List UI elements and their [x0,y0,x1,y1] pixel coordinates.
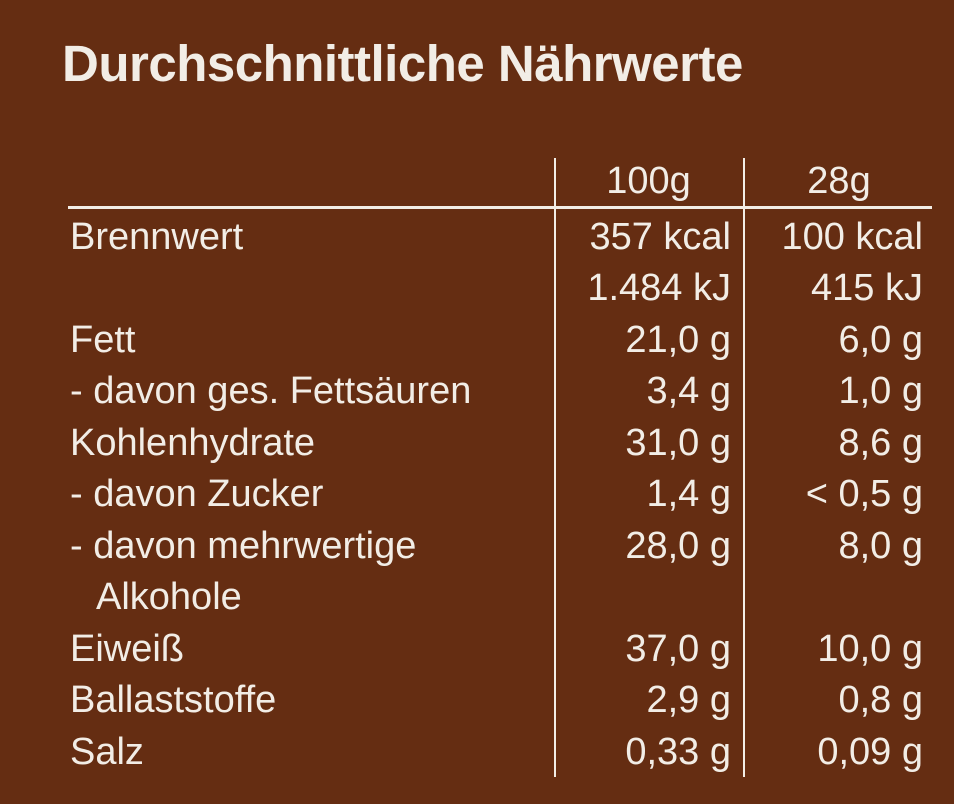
column-header-28g: 28g [807,159,871,202]
table-row: Eiweiß 37,0 g 10,0 g [70,623,937,675]
table-row: - davon mehrwertige 28,0 g 8,0 g [70,520,937,572]
value-28g: 0,09 g [817,730,923,773]
table-row: Alkohole [70,572,937,624]
table-row: - davon Zucker 1,4 g < 0,5 g [70,469,937,521]
table-row: - davon ges. Fettsäuren 3,4 g 1,0 g [70,366,937,418]
row-label: Fett [70,318,136,361]
nutrition-table: Brennwert 357 kcal 100 kcal 1.484 kJ 415… [70,211,937,778]
row-label: Brennwert [70,215,244,258]
value-100g: 1,4 g [646,473,731,516]
row-label: Salz [70,730,144,773]
row-label: - davon mehrwertige [70,524,417,567]
table-row: Salz 0,33 g 0,09 g [70,726,937,778]
value-100g: 28,0 g [625,524,731,567]
value-28g: 415 kJ [811,267,923,310]
value-100g: 0,33 g [625,730,731,773]
column-header-100g: 100g [606,159,691,202]
column-divider-2 [743,158,745,777]
value-100g: 3,4 g [646,370,731,413]
row-label: Alkohole [96,576,242,619]
table-row: Kohlenhydrate 31,0 g 8,6 g [70,417,937,469]
table-row: Fett 21,0 g 6,0 g [70,314,937,366]
value-28g: 8,0 g [838,524,923,567]
row-label: Kohlenhydrate [70,421,316,464]
row-label: Eiweiß [70,627,185,670]
value-28g: 10,0 g [817,627,923,670]
value-28g: < 0,5 g [805,473,923,516]
table-row: Ballaststoffe 2,9 g 0,8 g [70,675,937,727]
row-label: Ballaststoffe [70,679,277,722]
value-28g: 1,0 g [838,370,923,413]
row-label: - davon ges. Fettsäuren [70,370,472,413]
value-28g: 100 kcal [781,215,923,258]
value-28g: 0,8 g [838,679,923,722]
value-100g: 21,0 g [625,318,731,361]
column-divider-1 [554,158,556,777]
table-row: 1.484 kJ 415 kJ [70,263,937,315]
value-100g: 357 kcal [589,215,731,258]
header-rule [68,206,932,209]
value-100g: 2,9 g [646,679,731,722]
table-row: Brennwert 357 kcal 100 kcal [70,211,937,263]
row-label: - davon Zucker [70,473,324,516]
value-100g: 31,0 g [625,421,731,464]
page-title: Durchschnittliche Nährwerte [62,35,743,92]
value-28g: 6,0 g [838,318,923,361]
value-100g: 1.484 kJ [587,267,731,310]
value-28g: 8,6 g [838,421,923,464]
value-100g: 37,0 g [625,627,731,670]
